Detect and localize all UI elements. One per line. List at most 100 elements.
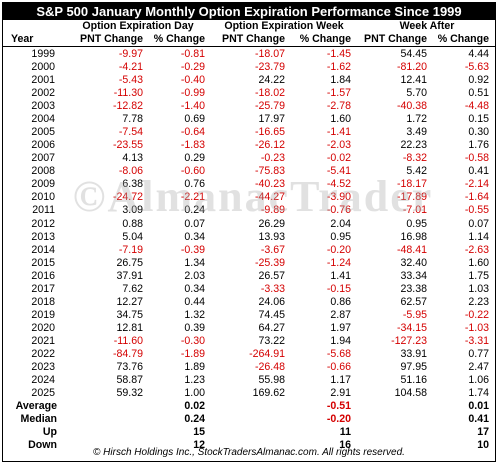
week-pnt-cell: -44.27	[254, 191, 285, 204]
summary-value: 17	[477, 426, 489, 439]
after-pct-cell: 0.92	[468, 74, 489, 87]
week-pct-cell: 1.17	[330, 374, 351, 386]
year-cell: 2013	[31, 230, 55, 243]
after-pct-cell: 1.76	[468, 139, 489, 152]
week-pct-cell: -5.68	[326, 347, 351, 360]
week-pnt-cell: 13.93	[258, 230, 285, 243]
week-pnt-cell: -25.79	[254, 100, 285, 113]
summary-value: 0.24	[184, 413, 205, 426]
table-row: 2008 -8.06 -0.60 -75.83 -5.41 5.42 0.41	[3, 165, 495, 178]
after-pct-cell: -0.58	[464, 152, 489, 165]
week-pct-cell: -1.57	[326, 87, 351, 100]
day-pct-cell: 0.44	[184, 295, 205, 308]
week-pnt-cell: -0.23	[260, 152, 285, 165]
day-pct-cell: -0.60	[180, 165, 205, 178]
table-row: 2015 26.75 1.34 -25.39 -1.24 32.40 1.60	[3, 257, 495, 270]
column-header-after-pct: % Change	[437, 33, 489, 45]
day-pct-cell: -1.83	[180, 139, 205, 152]
day-pct-cell: -1.40	[180, 100, 205, 113]
table-row: 2003 -12.82 -1.40 -25.79 -2.78 -40.38 -4.48	[3, 100, 495, 113]
group-header-week-after: Week After	[399, 20, 455, 32]
day-pct-cell: -1.89	[180, 347, 205, 360]
after-pnt-cell: 54.45	[400, 48, 427, 60]
after-pnt-cell: 0.95	[406, 217, 427, 230]
day-pnt-cell: 7.78	[122, 113, 143, 126]
after-pct-cell: 0.51	[468, 87, 489, 100]
summary-label: Average	[15, 400, 57, 413]
table-row: 2011 3.09 0.24 -9.89 -0.76 -7.01 -0.55	[3, 204, 495, 217]
day-pct-cell: 1.89	[184, 360, 205, 373]
summary-row: Average 0.02 -0.51 0.01	[3, 400, 495, 413]
after-pct-cell: -5.63	[464, 61, 489, 74]
year-cell: 2003	[31, 100, 55, 113]
year-cell: 2021	[31, 334, 55, 347]
year-cell: 2002	[31, 87, 55, 100]
week-pct-cell: 0.95	[330, 230, 351, 243]
after-pct-cell: 0.15	[468, 113, 489, 126]
day-pnt-cell: 59.32	[116, 387, 143, 400]
day-pnt-cell: 6.38	[122, 178, 143, 191]
week-pnt-cell: 64.27	[258, 321, 285, 334]
group-header-expiration-week: Option Expiration Week	[224, 20, 344, 32]
table-row: 2024 58.87 1.23 55.98 1.17 51.16 1.06	[3, 374, 495, 387]
week-pct-cell: -1.24	[326, 256, 351, 269]
day-pct-cell: 0.29	[184, 152, 205, 165]
after-pct-cell: 1.74	[468, 387, 489, 400]
after-pnt-cell: 51.16	[400, 374, 427, 386]
after-pnt-cell: 16.98	[400, 230, 427, 243]
week-pct-cell: -0.15	[326, 282, 351, 295]
summary-label: Median	[20, 413, 58, 426]
table-row: 2023 73.76 1.89 -26.48 -0.66 97.95 2.47	[3, 361, 495, 374]
day-pnt-cell: -23.55	[112, 139, 143, 152]
year-cell: 1999	[31, 48, 55, 60]
day-pnt-cell: 58.87	[116, 374, 143, 386]
after-pnt-cell: 32.40	[400, 256, 427, 269]
table-row: 2002 -11.30 -0.99 -18.02 -1.57 5.70 0.51	[3, 87, 495, 100]
day-pct-cell: 1.23	[184, 374, 205, 386]
summary-row: Up 15 11 17	[3, 426, 495, 439]
summary-value: 12	[193, 439, 205, 452]
week-pnt-cell: 24.06	[258, 295, 285, 308]
week-pnt-cell: -264.91	[249, 347, 285, 360]
year-cell: 2025	[31, 387, 55, 400]
summary-value: 10	[477, 439, 489, 452]
year-cell: 2016	[31, 269, 55, 282]
day-pnt-cell: -11.30	[113, 87, 143, 100]
week-pct-cell: -4.52	[326, 178, 351, 191]
after-pnt-cell: -18.17	[396, 178, 427, 191]
after-pnt-cell: 104.58	[394, 387, 427, 400]
summary-value: 11	[339, 426, 351, 439]
after-pct-cell: 1.60	[468, 256, 489, 269]
week-pnt-cell: -26.48	[254, 360, 285, 373]
day-pnt-cell: -7.19	[118, 243, 143, 256]
week-pct-cell: -1.45	[326, 48, 351, 60]
summary-label: Down	[28, 439, 57, 452]
table-row: 2021 -11.60 -0.30 73.22 1.94 -127.23 -3.31	[3, 335, 495, 348]
table-row: 2004 7.78 0.69 17.97 1.60 1.72 0.15	[3, 113, 495, 126]
day-pct-cell: -0.30	[180, 334, 205, 347]
day-pct-cell: 0.07	[184, 217, 205, 230]
after-pct-cell: -3.31	[464, 334, 489, 347]
after-pnt-cell: 22.23	[400, 139, 427, 152]
after-pnt-cell: -48.41	[396, 243, 427, 256]
after-pnt-cell: -8.32	[402, 152, 427, 165]
day-pct-cell: 1.34	[184, 256, 205, 269]
after-pnt-cell: 3.49	[406, 126, 427, 139]
after-pnt-cell: 97.95	[400, 360, 427, 373]
week-pnt-cell: 26.29	[258, 217, 285, 230]
summary-label: Up	[42, 426, 57, 439]
after-pct-cell: -2.63	[464, 243, 489, 256]
day-pct-cell: 0.34	[184, 282, 205, 295]
day-pct-cell: -0.40	[180, 74, 205, 87]
after-pnt-cell: 12.41	[400, 74, 427, 87]
day-pnt-cell: -5.43	[118, 74, 143, 87]
table-row: 2009 6.38 0.76 -40.23 -4.52 -18.17 -2.14	[3, 178, 495, 191]
week-pct-cell: 1.97	[330, 321, 351, 334]
week-pct-cell: 1.41	[330, 269, 351, 282]
year-cell: 2015	[31, 256, 55, 269]
after-pct-cell: 1.14	[468, 230, 489, 243]
week-pnt-cell: -3.67	[260, 243, 285, 256]
day-pnt-cell: -12.82	[112, 100, 143, 113]
table-row: 2006 -23.55 -1.83 -26.12 -2.03 22.23 1.76	[3, 139, 495, 152]
table-row: 2017 7.62 0.34 -3.33 -0.15 23.38 1.03	[3, 283, 495, 296]
